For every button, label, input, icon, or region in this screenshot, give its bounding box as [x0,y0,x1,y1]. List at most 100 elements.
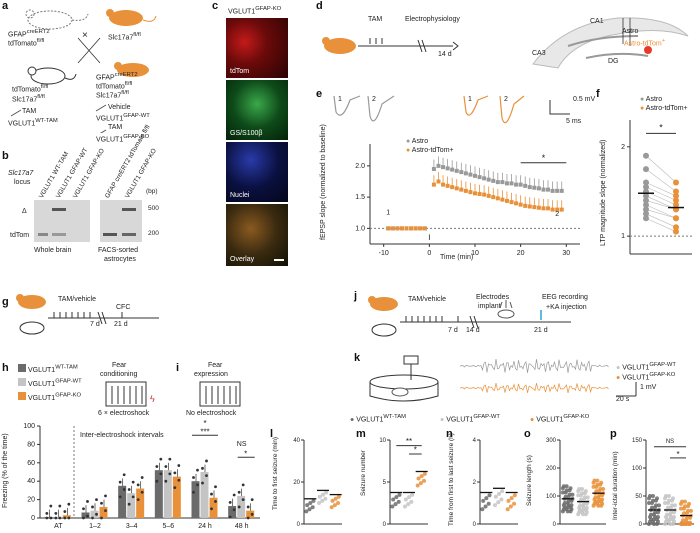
h-fear: Fear [112,362,127,369]
l-point-2 [336,494,341,499]
fear-chamber-icon [105,381,147,407]
l-point-1 [324,490,329,495]
m-point-1 [403,504,408,509]
f-y-tick-label: 1 [621,233,625,240]
syringe-icon [10,109,22,117]
e-point-1 [495,196,500,201]
e-legend-td: ● Astro-tdTom+ [406,147,454,154]
m-point-2 [418,481,423,486]
white-mouse-icon [27,66,77,85]
a-tam2: TAM [108,124,123,131]
a-tdtom-sup: fl/fl [36,38,45,44]
p-point-0 [651,494,655,498]
j-eeg: EEG recording [542,294,588,301]
h-dot [210,492,213,496]
h-x-tick-label: 5–6 [162,523,174,530]
a-left-g1: tdTomato [12,86,41,94]
g-d7: 7 d [90,321,100,328]
e-point-1 [500,197,505,202]
h-dot [196,468,199,472]
e-point-0 [546,187,551,192]
e-point-0 [477,175,482,180]
d-ca1: CA1 [590,18,604,25]
h-dot [241,498,245,501]
e-xlabel: Time (min) [440,254,474,261]
h-dot [228,515,232,519]
h-dot [91,516,94,520]
h-dot [232,493,236,497]
a-slc-sup: fl/fl [133,32,141,38]
fear-chamber-icon-2 [199,381,241,407]
m-point-2 [419,474,424,479]
h-dot [155,479,159,483]
l-point-0 [305,503,310,508]
f-point-astro [643,210,649,217]
a-right-g2: tdTomato [96,83,125,91]
p-point-2 [685,520,689,525]
panel-a-mice [10,9,157,133]
e-point-0 [491,178,496,183]
h-legend-3-label: VGLUT1 [27,395,56,402]
e-point-0 [504,181,509,186]
e-chart: -10 0 10 20 30 1.0 1.5 2.0 * 1 2 [355,144,580,257]
e-point-0 [450,167,455,172]
j-d7: 7 d [448,327,458,334]
o-point-1 [584,505,589,510]
h-dot [63,510,67,513]
f-point-td [673,201,679,208]
p-point-2 [683,499,687,504]
dashed-mouse-icon [25,9,89,30]
shock-bolt-icon: ϟ [150,394,155,404]
h-dot [49,504,53,508]
b-bp: (bp) [146,188,158,195]
h-bar-0 [44,517,53,518]
p-star: * [676,450,679,459]
e-ylabel: fEPSP slope (normalized to baseline) [320,124,327,240]
p-point-0 [648,494,652,498]
d-dg: DG [608,58,619,65]
j-ka: +KA injection [546,304,587,311]
panel-label-a: a [2,0,9,12]
orange-mouse-icon-g [16,294,46,309]
n-point-0 [487,493,492,498]
n-point-1 [493,494,498,499]
l-ylabel: Time to first seizure (min) [272,436,279,510]
h-dot [45,512,49,515]
j-electrodes: Electrodes [476,294,510,301]
o-point-0 [565,509,570,514]
e-traces [333,95,570,124]
f-legend-td: ● Astro-tdTom+ [640,105,688,112]
e-point-0 [473,173,477,178]
e-point-0 [445,166,450,171]
e-x-tick-label: 20 [517,250,525,257]
h-dot [201,481,204,485]
e-x-tick-label: 30 [562,250,570,257]
n-point-0 [480,507,485,512]
f-pair-line [645,168,677,192]
f-pair-line [645,182,677,197]
m-point-0 [390,504,395,509]
h-legend-2-label: VGLUT1 [27,381,56,388]
astro-td-marker-icon [644,46,652,54]
h-dot [155,465,159,468]
e-point-1 [514,201,519,206]
a-vg-wt-sup: GFAP-WT [123,113,150,119]
m-point-2 [422,478,427,483]
h-dot [82,507,85,511]
b-gel-2 [100,200,142,242]
e-y-tick-label: 2.0 [355,163,365,170]
l-point-0 [308,501,313,505]
h-x-tick-label: 24 h [198,523,212,530]
p-point-0 [650,505,654,510]
m-point-0 [397,492,402,497]
a-gfap-sup: creERT2 [26,29,50,35]
a-vehicle: Vehicle [108,104,131,111]
h-dot [173,486,177,490]
p-point-2 [680,499,684,504]
h-y-tick-label: 100 [23,423,35,430]
h-dot [54,512,58,515]
e-point-1 [527,204,532,209]
k-scale-t: 20 s [616,396,630,403]
d-astro: Astro [622,28,639,35]
o-point-1 [581,505,586,510]
